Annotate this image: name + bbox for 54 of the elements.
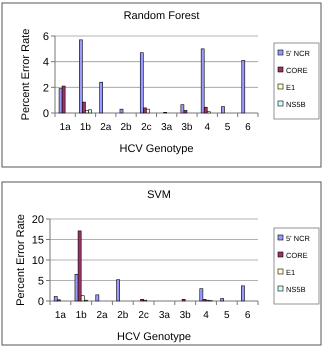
x-tick-label: 3a (161, 122, 173, 133)
x-tick-label: 2a (100, 122, 112, 133)
x-axis-title: HCV Genotype (117, 331, 191, 343)
bar (146, 108, 150, 114)
x-tick-label: 1b (76, 310, 88, 321)
x-tick-label: 3a (158, 310, 170, 321)
bar (62, 86, 66, 114)
bar (180, 104, 184, 114)
y-tick-label: 10 (32, 255, 44, 267)
bar (241, 60, 246, 114)
x-axis-title: HCV Genotype (120, 143, 194, 155)
x-tick-label: 2a (96, 310, 108, 321)
bar (99, 82, 104, 114)
y-tick-label: 20 (32, 214, 44, 226)
x-tick-label: 3b (181, 122, 193, 133)
x-tick-label: 5 (224, 310, 230, 321)
x-tick-label: 2b (117, 310, 129, 321)
bar (95, 294, 100, 302)
chart-title: Random Forest (124, 10, 200, 22)
bar (200, 48, 205, 114)
y-tick-label: 15 (32, 234, 44, 246)
x-tick-label: 3b (180, 310, 192, 321)
y-tick-label: 4 (42, 56, 49, 69)
x-tick-label: 6 (245, 122, 252, 133)
y-axis-title: Percent Error Rate (20, 28, 32, 120)
chart-title: SVM (147, 189, 171, 201)
bar (241, 286, 245, 302)
bar (58, 88, 62, 114)
x-tick-label: 2c (141, 122, 152, 133)
x-tick-label: 1b (80, 122, 92, 133)
y-tick-label: 5 (38, 276, 44, 288)
bar (54, 296, 58, 302)
x-tick-label: 4 (204, 122, 210, 133)
x-tick-label: 4 (203, 310, 210, 321)
y-tick-label: 6 (42, 31, 49, 43)
x-tick-label: 1a (60, 122, 72, 133)
x-tick-label: 2c (138, 310, 149, 321)
x-tick-label: 5 (224, 122, 231, 133)
bar (199, 288, 204, 302)
bar (88, 109, 92, 114)
bar (120, 108, 124, 114)
x-tick-label: 1a (54, 310, 66, 321)
x-tick-label: 6 (244, 310, 251, 321)
bar (221, 106, 225, 114)
bar (78, 230, 82, 302)
y-tick-label: 0 (42, 108, 49, 120)
bar (140, 52, 144, 114)
bar (220, 298, 224, 302)
bar (79, 40, 83, 114)
y-tick-label: 0 (38, 296, 44, 308)
bar (116, 279, 120, 302)
y-tick-label: 2 (42, 82, 49, 94)
y-axis-title: Percent Error Rate (15, 214, 27, 306)
x-tick-label: 2b (120, 122, 132, 133)
